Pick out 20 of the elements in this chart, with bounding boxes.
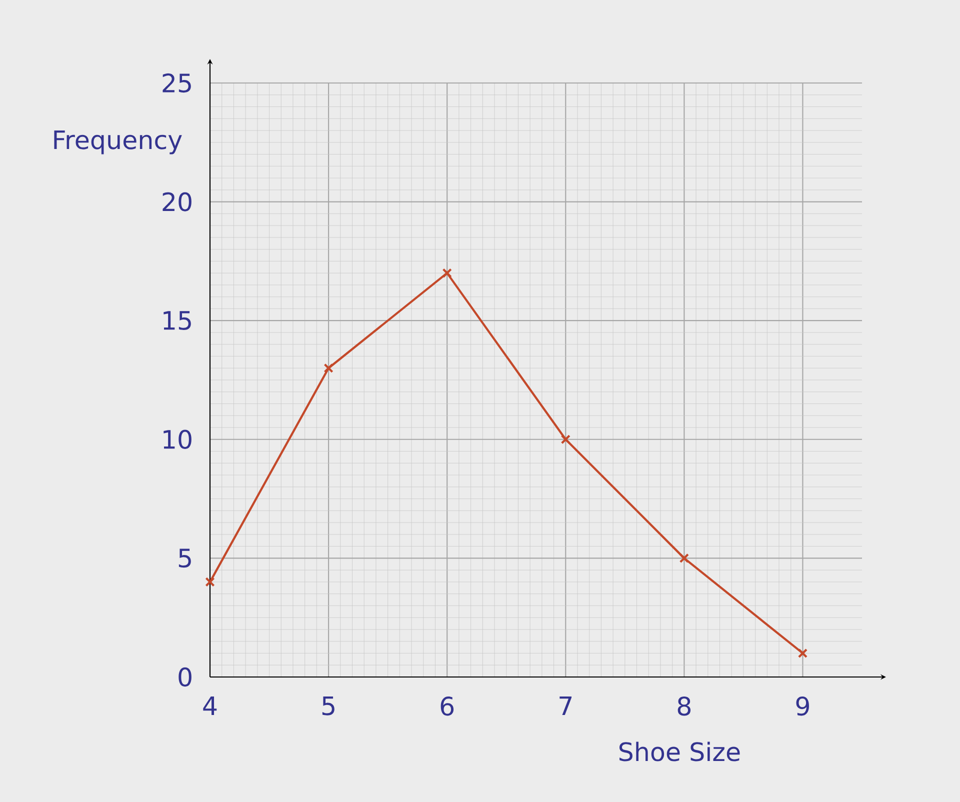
point	[679, 553, 690, 564]
x-tick-label: 5	[322, 696, 334, 716]
point	[324, 363, 334, 373]
y-axis-title: Frequency	[54, 130, 182, 154]
x-axis-title: Shoe Size	[619, 742, 740, 762]
x-tick-label: 9	[796, 696, 809, 716]
y-tick-label: 25	[162, 73, 191, 93]
y-tick-label: 15	[164, 311, 191, 330]
point	[798, 648, 808, 658]
y-tick-label: 0	[178, 667, 192, 687]
point	[442, 268, 452, 278]
x-tick-label: 6	[440, 696, 454, 716]
point	[560, 434, 570, 444]
x-tick-label: 4	[203, 696, 217, 716]
x-tick-label: 7	[560, 696, 572, 716]
point	[205, 577, 215, 587]
x-tick-label: 8	[678, 696, 691, 716]
y-tick-label: 20	[162, 192, 192, 212]
y-tick-label: 10	[164, 430, 192, 449]
y-tick-label: 5	[178, 548, 191, 568]
